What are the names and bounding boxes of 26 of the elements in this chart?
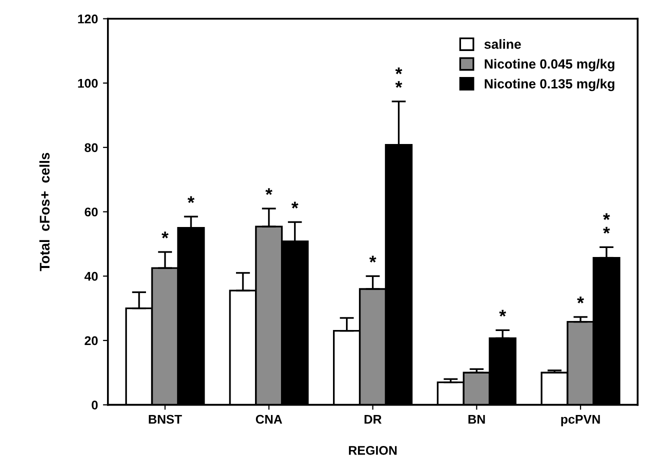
x-axis-title: REGION	[348, 446, 397, 455]
y-tick-label: 0	[92, 400, 98, 410]
y-tick-label: 120	[78, 14, 98, 24]
data-label: *	[265, 188, 272, 195]
y-tick-label: 100	[78, 78, 98, 88]
y-tick-label: 20	[84, 336, 98, 346]
data-label: *	[162, 232, 169, 238]
y-tick-label: 80	[84, 143, 98, 152]
legend-label: Nicotine 0.045 mg/kg	[484, 58, 614, 72]
data-label: * *	[603, 213, 610, 234]
y-axis-title: Total cFos+ cells	[39, 152, 50, 272]
data-label: * *	[395, 68, 402, 88]
legend-label: saline	[484, 39, 521, 49]
data-label: *	[577, 296, 584, 304]
legend-label: Nicotine 0.135 mg/kg	[484, 78, 614, 92]
data-label: *	[188, 196, 194, 203]
x-tick-label: BN	[468, 415, 485, 424]
data-label: *	[369, 256, 376, 262]
x-tick-label: CNA	[256, 414, 282, 424]
x-tick-label: pcPVN	[561, 415, 600, 426]
y-tick-label: 40	[84, 272, 98, 281]
x-tick-label: DR	[364, 415, 382, 424]
x-tick-label: BNST	[148, 414, 182, 424]
data-label: *	[499, 310, 506, 317]
y-tick-label: 60	[84, 208, 98, 216]
data-label: *	[291, 202, 298, 208]
